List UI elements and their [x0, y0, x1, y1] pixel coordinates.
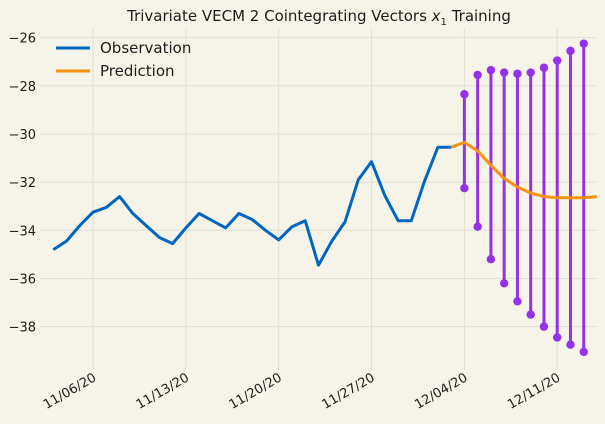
y-tick-label: −38: [9, 321, 36, 336]
y-tick-label: −28: [9, 80, 36, 95]
interval-lower-point: [553, 333, 562, 342]
interval-lower-point: [499, 279, 509, 288]
interval-lower-point: [539, 322, 549, 331]
legend-observation-label: Observation: [100, 39, 191, 57]
interval-lower-point: [579, 347, 588, 357]
chart-title: Trivariate VECM 2 Cointegrating Vectors …: [126, 7, 511, 28]
y-tick-label: −36: [9, 272, 36, 287]
interval-lower-point: [486, 255, 496, 264]
interval-upper-point: [539, 63, 549, 72]
interval-lower-point: [473, 222, 482, 231]
interval-upper-point: [553, 56, 562, 65]
y-tick-label: −30: [9, 128, 36, 143]
y-tick-label: −26: [9, 32, 36, 47]
interval-upper-point: [460, 90, 469, 99]
interval-lower-point: [513, 297, 522, 306]
interval-upper-point: [526, 68, 535, 77]
interval-upper-point: [566, 46, 575, 56]
interval-upper-point: [473, 70, 482, 80]
prediction-line: [450, 140, 598, 200]
legend-prediction-label: Prediction: [100, 62, 175, 80]
series-lines: [52, 140, 598, 267]
interval-upper-point: [513, 69, 522, 78]
y-axis: −26 −28 −30 −32 −34 −36 −38: [9, 32, 36, 336]
interval-lower-point: [566, 340, 575, 349]
legend: Observation Prediction: [56, 39, 191, 80]
y-tick-label: −34: [9, 224, 36, 239]
interval-lower-point: [460, 183, 469, 193]
interval-upper-point: [486, 65, 496, 75]
interval-lower-point: [526, 310, 535, 319]
y-tick-label: −32: [9, 176, 36, 191]
interval-upper-point: [579, 39, 588, 48]
observation-line: [52, 145, 452, 267]
interval-upper-point: [499, 68, 509, 77]
